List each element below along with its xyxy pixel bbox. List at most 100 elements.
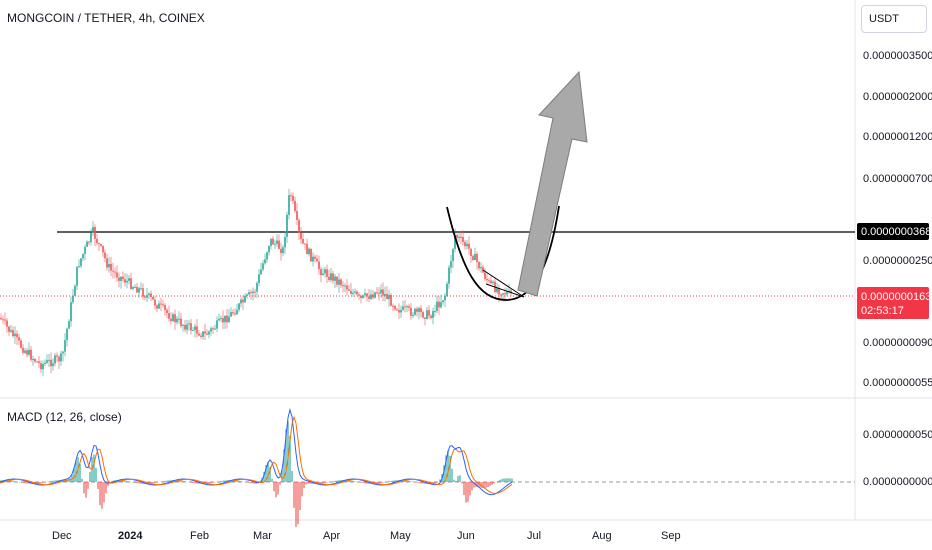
- macd-histogram-bar: [0, 480, 1, 482]
- macd-histogram-bar: [289, 435, 291, 482]
- wedge-line-upper[interactable]: [482, 269, 525, 298]
- candle-body: [332, 273, 334, 281]
- macd-histogram-bar: [49, 481, 51, 482]
- candle-body: [210, 328, 212, 332]
- candle-body: [64, 340, 66, 352]
- macd-histogram-bar: [295, 482, 297, 527]
- candle-body: [80, 258, 82, 267]
- macd-histogram-bar: [269, 466, 271, 482]
- candle-body: [464, 242, 466, 247]
- macd-histogram-bar: [325, 482, 327, 483]
- candle-body: [128, 278, 130, 281]
- candle-body: [474, 253, 476, 260]
- price-tick-label: 0.000000070000: [863, 173, 932, 185]
- symbol-title[interactable]: MONGCOIN / TETHER, 4h, COINEX: [7, 11, 205, 25]
- candle-body: [330, 273, 332, 281]
- macd-histogram-bar: [335, 480, 337, 482]
- candle-body: [434, 310, 436, 312]
- candle-body: [114, 271, 116, 273]
- price-axis[interactable]: 0.000000350000 0.000000200000 0.00000012…: [863, 50, 932, 488]
- macd-histogram-bar: [471, 482, 473, 491]
- macd-histogram-bar: [155, 482, 157, 483]
- macd-histogram-bar: [461, 482, 463, 484]
- macd-histogram-bar: [103, 482, 105, 503]
- macd-pane: [0, 407, 513, 527]
- candle-body: [378, 292, 380, 294]
- arrow-up-icon[interactable]: [517, 70, 588, 297]
- macd-tick-label: 0.000000000000: [863, 476, 932, 488]
- macd-histogram-bar: [469, 482, 471, 496]
- cup-pattern-curve[interactable]: [446, 205, 560, 301]
- candle-body: [306, 243, 308, 255]
- macd-histogram-bar: [365, 482, 367, 484]
- candle-body: [354, 291, 356, 293]
- candle-body: [244, 295, 246, 303]
- candle-body: [488, 280, 490, 282]
- candle-body: [404, 306, 406, 308]
- candle-body: [110, 263, 112, 271]
- time-tick-label: Jun: [457, 530, 475, 542]
- currency-button[interactable]: USDT: [861, 5, 927, 33]
- candle-body: [274, 243, 276, 245]
- macd-histogram-bar: [223, 480, 225, 482]
- candle-body: [384, 293, 386, 296]
- macd-histogram-bar: [127, 481, 129, 482]
- macd-histogram-bar: [79, 463, 81, 482]
- macd-histogram-bar: [237, 480, 239, 482]
- macd-indicator-title[interactable]: MACD (12, 26, close): [7, 410, 122, 424]
- price-tick-label: 0.000000009000: [863, 337, 932, 349]
- candle-body: [360, 295, 362, 298]
- macd-histogram-bar: [249, 482, 251, 484]
- candle-body: [496, 288, 498, 293]
- candle-body: [452, 248, 454, 262]
- wedge-line-lower[interactable]: [485, 283, 525, 298]
- candle-body: [252, 291, 254, 294]
- macd-histogram-bar: [163, 481, 165, 482]
- macd-histogram-bar: [105, 482, 107, 494]
- candle-body: [42, 364, 44, 370]
- candle-body: [6, 320, 8, 327]
- macd-histogram-bar: [69, 478, 71, 482]
- candle-body: [338, 279, 340, 285]
- candle-body: [134, 286, 136, 288]
- candle-body: [62, 351, 64, 354]
- candle-body: [116, 272, 118, 278]
- candle-body: [106, 258, 108, 268]
- candle-body: [160, 303, 162, 305]
- candle-body: [312, 256, 314, 262]
- macd-histogram-bar: [449, 455, 451, 482]
- macd-histogram-bar: [307, 482, 309, 484]
- candle-body: [198, 333, 200, 336]
- candle-body: [190, 323, 192, 331]
- candle-body: [460, 236, 462, 238]
- candle-body: [414, 308, 416, 315]
- macd-histogram-bar: [485, 482, 487, 488]
- candle-body: [334, 276, 336, 281]
- candle-body: [146, 295, 148, 298]
- candle-body: [60, 353, 62, 362]
- macd-histogram-bar: [343, 480, 345, 482]
- candle-body: [308, 248, 310, 255]
- macd-histogram-bar: [27, 482, 29, 484]
- candle-body: [310, 248, 312, 262]
- candle-body: [172, 314, 174, 322]
- candle-body: [48, 359, 50, 361]
- countdown-label: 02:53:17: [861, 305, 904, 317]
- macd-histogram-bar: [491, 482, 493, 485]
- macd-histogram-bar: [263, 471, 265, 482]
- time-axis[interactable]: Dec 2024 Feb Mar Apr May Jun Jul Aug Sep: [52, 530, 681, 542]
- macd-histogram-bar: [73, 467, 75, 482]
- candle-body: [314, 256, 316, 259]
- candle-body: [74, 285, 76, 296]
- time-tick-label: Apr: [323, 530, 340, 542]
- candle-body: [68, 321, 70, 329]
- macd-histogram-bar: [287, 421, 289, 482]
- candle-body: [122, 276, 124, 280]
- candle-body: [94, 227, 96, 239]
- macd-histogram-bar: [93, 454, 95, 482]
- macd-histogram-bar: [499, 479, 501, 482]
- candle-body: [456, 235, 458, 238]
- macd-histogram-bar: [297, 482, 299, 525]
- time-tick-label: Sep: [661, 530, 681, 542]
